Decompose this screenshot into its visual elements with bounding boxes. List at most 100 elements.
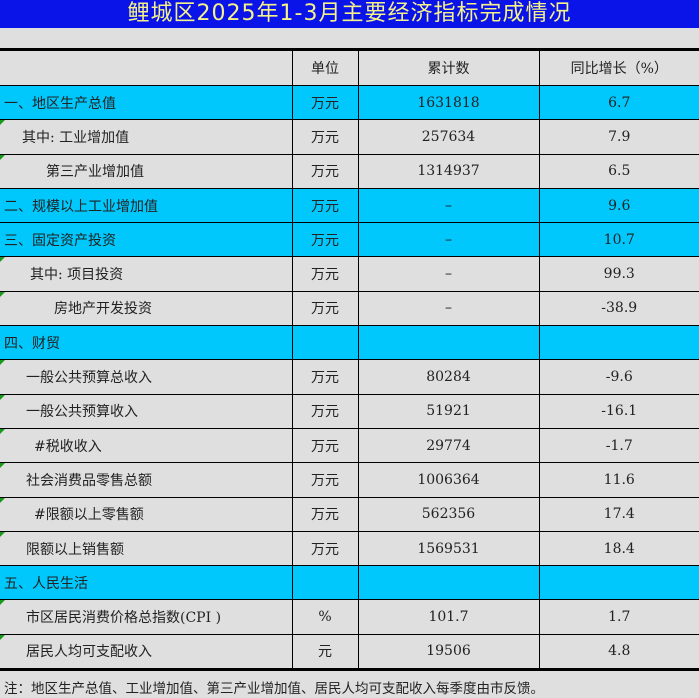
unit-cell-text: 万元 <box>311 198 339 215</box>
indicator-cell-text: 一般公共预算收入 <box>26 404 138 421</box>
indicator-table: 单位 累计数 同比增长（%） 一、地区生产总值 万元 1631818 6.7 其中: 工… <box>0 48 699 672</box>
total-cell: 1569531 <box>357 530 540 567</box>
table-row: 居民人均可支配收入 元 19506 4.8 <box>0 633 699 671</box>
total-cell-text: – <box>445 197 452 214</box>
table-row: 第三产业增加值 万元 1314937 6.5 <box>0 153 699 189</box>
header-indicator <box>0 49 293 86</box>
growth-cell: 6.7 <box>538 84 699 121</box>
header-unit: 单位 <box>291 49 359 86</box>
indicator-cell-text: 房地产开发投资 <box>54 301 152 318</box>
total-cell: 1631818 <box>357 84 540 121</box>
unit-cell: 万元 <box>291 393 359 429</box>
unit-cell-text: 万元 <box>311 129 339 146</box>
indicator-cell-text: 四、财贸 <box>4 335 60 352</box>
total-cell-text: 51921 <box>426 403 471 420</box>
table-row: 社会消费品零售总额 万元 1006364 11.6 <box>0 462 699 498</box>
cell-marker-icon <box>0 428 5 434</box>
unit-cell <box>291 325 359 361</box>
unit-cell: 万元 <box>291 359 359 395</box>
growth-cell-text: -9.6 <box>605 369 633 386</box>
unit-cell: 万元 <box>291 462 359 498</box>
table-row: 四、财贸 <box>0 325 699 361</box>
table-row: 二、规模以上工业增加值 万元 – 9.6 <box>0 187 699 224</box>
indicator-cell: 其中: 工业增加值 <box>0 119 293 155</box>
table-row: #限额以上零售额 万元 562356 17.4 <box>0 496 699 532</box>
growth-cell: -9.6 <box>538 359 699 395</box>
total-cell: – <box>357 290 540 327</box>
indicator-cell: #限额以上零售额 <box>0 496 293 532</box>
total-cell-text: 1314937 <box>417 163 480 180</box>
growth-cell <box>538 565 699 601</box>
unit-cell: 万元 <box>291 222 359 258</box>
indicator-cell-text: 一、地区生产总值 <box>4 95 116 112</box>
unit-cell-text: 万元 <box>311 164 339 181</box>
growth-cell: 17.4 <box>538 496 699 532</box>
indicator-cell: 一般公共预算总收入 <box>0 359 293 395</box>
unit-cell-text: 万元 <box>311 541 339 558</box>
indicator-cell-text: 其中: 项目投资 <box>30 267 124 284</box>
growth-cell: 10.7 <box>538 222 699 258</box>
growth-cell: 6.5 <box>538 153 699 189</box>
indicator-cell: 三、固定资产投资 <box>0 222 293 258</box>
cell-marker-icon <box>0 257 5 263</box>
total-cell-text: 1569531 <box>417 540 480 557</box>
table-row: 一、地区生产总值 万元 1631818 6.7 <box>0 84 699 121</box>
unit-cell: 万元 <box>291 256 359 292</box>
header-total: 累计数 <box>357 49 540 86</box>
growth-cell-text: 4.8 <box>608 643 631 660</box>
unit-cell <box>291 565 359 601</box>
unit-cell-text: 万元 <box>311 370 339 387</box>
unit-cell-text: 万元 <box>311 301 339 318</box>
growth-cell-text: -38.9 <box>601 300 638 317</box>
indicator-cell-text: #税收收入 <box>34 438 102 455</box>
indicator-cell-text: 第三产业增加值 <box>46 164 144 181</box>
total-cell: 101.7 <box>357 599 540 635</box>
total-cell-text: 19506 <box>426 643 471 660</box>
indicator-cell: 居民人均可支配收入 <box>0 633 293 671</box>
footnote: 注：地区生产总值、工业增加值、第三产业增加值、居民人均可支配收入每季度由市反馈。 <box>4 681 544 698</box>
total-cell: 19506 <box>357 633 540 671</box>
growth-cell-text: 18.4 <box>603 540 635 557</box>
growth-cell: 11.6 <box>538 462 699 498</box>
unit-cell: 元 <box>291 633 359 671</box>
total-cell <box>357 325 540 361</box>
table-row: 一般公共预算总收入 万元 80284 -9.6 <box>0 359 699 395</box>
table-row: 房地产开发投资 万元 – -38.9 <box>0 290 699 327</box>
growth-cell <box>538 325 699 361</box>
unit-cell: 万元 <box>291 187 359 224</box>
unit-cell-text: 万元 <box>311 267 339 284</box>
indicator-cell-text: 限额以上销售额 <box>26 541 124 558</box>
unit-cell-text: 元 <box>318 644 332 661</box>
total-cell: 29774 <box>357 427 540 464</box>
total-cell-text: 80284 <box>426 369 471 386</box>
total-cell-text: – <box>445 266 452 283</box>
unit-cell: 万元 <box>291 84 359 121</box>
indicator-cell: 一、地区生产总值 <box>0 84 293 121</box>
total-cell: 257634 <box>357 119 540 155</box>
unit-cell: 万元 <box>291 119 359 155</box>
cell-marker-icon <box>0 463 5 469</box>
total-cell: – <box>357 187 540 224</box>
indicator-cell: 房地产开发投资 <box>0 290 293 327</box>
cell-marker-icon <box>0 634 5 640</box>
total-cell <box>357 565 540 601</box>
total-cell: – <box>357 222 540 258</box>
growth-cell-text: 9.6 <box>608 197 631 214</box>
indicator-cell: 限额以上销售额 <box>0 530 293 567</box>
growth-cell-text: 17.4 <box>603 506 635 523</box>
table-row: 一般公共预算收入 万元 51921 -16.1 <box>0 393 699 429</box>
total-cell: 80284 <box>357 359 540 395</box>
total-cell: 51921 <box>357 393 540 429</box>
indicator-cell: 二、规模以上工业增加值 <box>0 187 293 224</box>
total-cell-text: 562356 <box>421 506 476 523</box>
growth-cell-text: 10.7 <box>603 231 635 248</box>
total-cell-text: 1631818 <box>417 94 480 111</box>
cell-marker-icon <box>0 154 5 160</box>
growth-cell-text: -16.1 <box>601 403 638 420</box>
indicator-cell: 五、人民生活 <box>0 565 293 601</box>
indicator-cell-text: 社会消费品零售总额 <box>26 472 152 489</box>
page-title: 鲤城区2025年1-3月主要经济指标完成情况 <box>0 0 699 28</box>
unit-cell-text: % <box>318 609 332 626</box>
growth-cell-text: 99.3 <box>603 266 635 283</box>
